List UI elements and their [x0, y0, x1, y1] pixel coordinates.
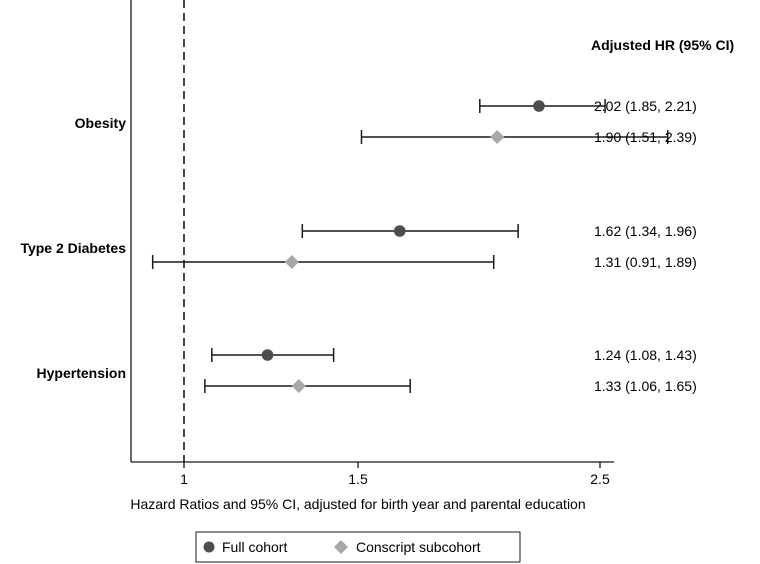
ci-full-obesity — [479, 99, 606, 113]
category-label: Obesity — [75, 115, 127, 131]
ci-full-hypertension — [211, 348, 335, 362]
hr-annotation: 1.90 (1.51, 2.39) — [594, 129, 697, 145]
hr-annotation: 1.31 (0.91, 1.89) — [594, 254, 697, 270]
hr-annotation: 1.33 (1.06, 1.65) — [594, 378, 697, 394]
annotation-header: Adjusted HR (95% CI) — [591, 37, 734, 53]
point-estimate-diamond — [284, 255, 299, 269]
hr-annotation: 2.02 (1.85, 2.21) — [594, 98, 697, 114]
point-estimate-diamond — [291, 379, 306, 393]
x-tick-label: 1 — [180, 471, 188, 487]
legend-full-cohort-marker — [203, 541, 215, 553]
x-axis-label: Hazard Ratios and 95% CI, adjusted for b… — [130, 496, 585, 512]
legend-conscript-label: Conscript subcohort — [356, 539, 481, 555]
hr-annotation: 1.24 (1.08, 1.43) — [594, 347, 697, 363]
ci-conscript-hypertension — [204, 379, 411, 393]
ci-conscript-obesity — [360, 130, 669, 144]
point-estimate-circle — [261, 349, 274, 361]
x-tick-label: 1.5 — [348, 471, 368, 487]
legend-conscript-marker — [334, 540, 348, 554]
ci-conscript-type-2-diabetes — [151, 255, 495, 269]
legend-full-cohort-label: Full cohort — [222, 539, 287, 555]
hr-annotation: 1.62 (1.34, 1.96) — [594, 223, 697, 239]
point-estimate-circle — [533, 100, 545, 112]
category-label: Type 2 Diabetes — [20, 240, 126, 256]
ci-full-type-2-diabetes — [301, 224, 519, 238]
x-tick-label: 2.5 — [590, 471, 610, 487]
category-label: Hypertension — [37, 365, 126, 381]
point-estimate-circle — [393, 225, 406, 237]
legend: Full cohort Conscript subcohort — [195, 531, 521, 563]
point-estimate-diamond — [490, 130, 505, 144]
legend-box — [195, 531, 521, 563]
